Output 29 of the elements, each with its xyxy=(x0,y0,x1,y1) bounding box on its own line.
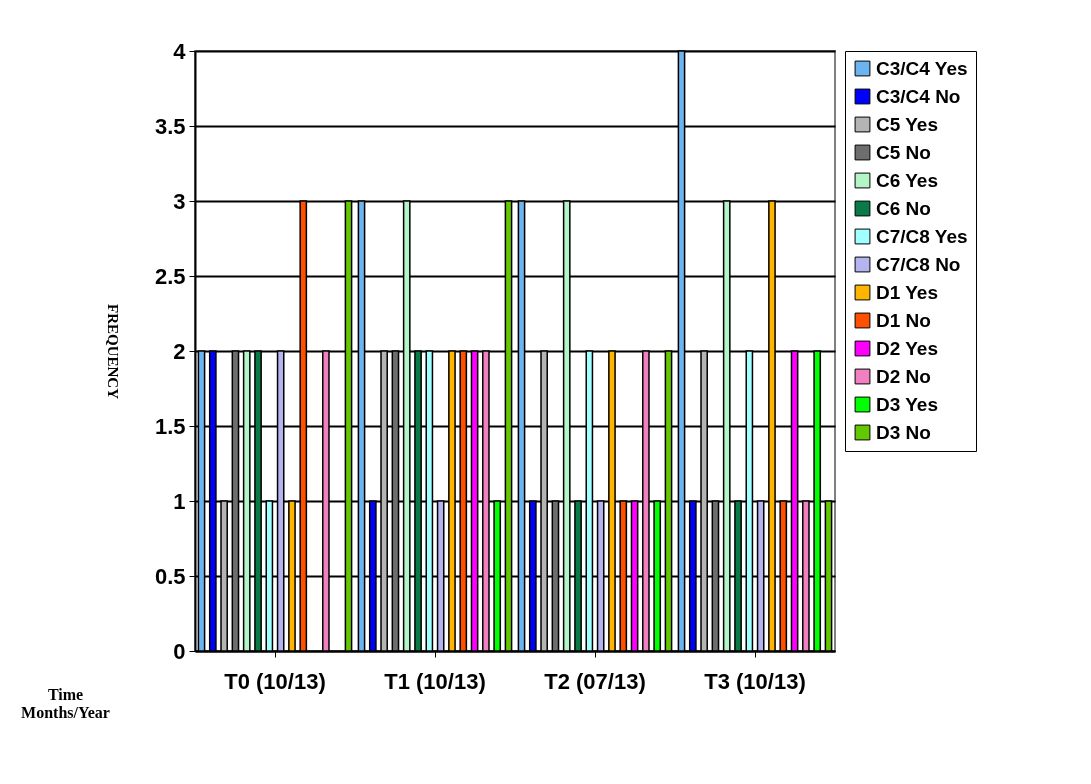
legend-label: C3/C4 Yes xyxy=(876,57,968,79)
legend-label: C7/C8 Yes xyxy=(876,225,968,247)
x-tick-label: T1 (10/13) xyxy=(384,668,486,694)
legend-label: D2 No xyxy=(876,365,931,387)
legend-label: C6 Yes xyxy=(876,169,938,191)
y-tick-label: 3.5 xyxy=(154,113,186,139)
legend-label: C7/C8 No xyxy=(876,253,961,275)
y-tick-label: 0.5 xyxy=(154,563,186,589)
y-tick-label: 1 xyxy=(173,488,186,514)
legend-label: C3/C4 No xyxy=(876,85,961,107)
y-tick-label: 3 xyxy=(173,188,186,214)
x-tick-label: T3 (10/13) xyxy=(704,668,806,694)
y-tick-label: 1.5 xyxy=(154,413,186,439)
legend-label: C6 No xyxy=(876,197,931,219)
x-axis-title: Time Months/Year xyxy=(21,685,110,721)
y-tick-label: 2.5 xyxy=(154,263,186,289)
legend-label: C5 Yes xyxy=(876,113,938,135)
y-axis-title: FREQUENCY xyxy=(104,303,121,400)
legend-label: D3 No xyxy=(876,421,931,443)
x-tick-label: T0 (10/13) xyxy=(224,668,326,694)
legend-label: C5 No xyxy=(876,141,931,163)
x-tick-label: T2 (07/13) xyxy=(544,668,646,694)
y-tick-label: 2 xyxy=(173,338,186,364)
legend-label: D3 Yes xyxy=(876,393,938,415)
legend-label: D1 No xyxy=(876,309,931,331)
y-tick-label: 0 xyxy=(173,638,186,664)
y-tick-label: 4 xyxy=(173,38,187,64)
legend-label: D2 Yes xyxy=(876,337,938,359)
legend-label: D1 Yes xyxy=(876,281,938,303)
